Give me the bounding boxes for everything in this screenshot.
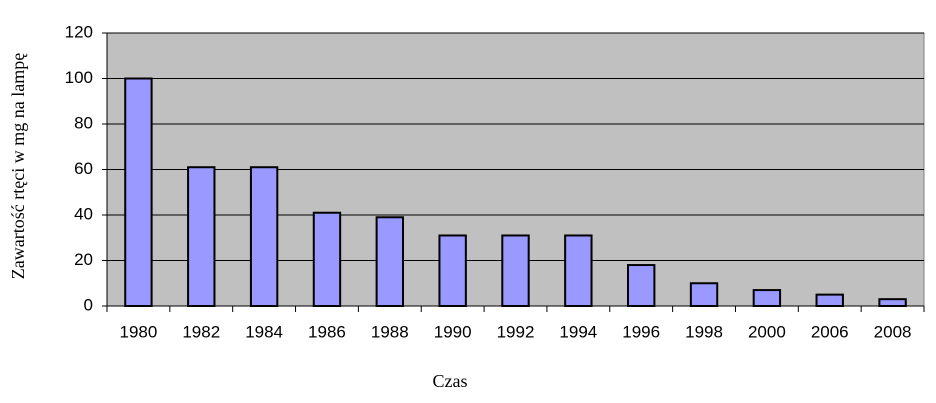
x-tick-label: 2000	[748, 322, 786, 341]
x-tick-label: 1990	[434, 322, 472, 341]
bar	[878, 298, 907, 307]
x-tick-label: 1994	[559, 322, 597, 341]
bar	[564, 234, 593, 308]
x-tick-label: 1986	[308, 322, 346, 341]
x-tick-label: 1980	[120, 322, 158, 341]
x-tick-label: 2008	[874, 322, 912, 341]
y-axis-label: Zawartość rtęci w mg na lampę	[8, 53, 28, 279]
bar	[187, 166, 216, 307]
y-tick-label: 120	[65, 22, 93, 41]
x-tick-label: 1996	[622, 322, 660, 341]
bar	[752, 289, 782, 308]
x-tick-label: 1988	[371, 322, 409, 341]
y-tick-label: 80	[74, 113, 93, 132]
x-tick-label: 1992	[497, 322, 535, 341]
y-tick-label: 40	[74, 204, 93, 223]
y-tick-label: 100	[65, 68, 93, 87]
bar	[626, 264, 656, 307]
bar	[375, 216, 405, 307]
bar	[501, 234, 530, 308]
bar	[124, 77, 153, 307]
x-tick-label: 2006	[811, 322, 849, 341]
y-tick-label: 20	[74, 250, 93, 269]
x-tick-label: 1984	[245, 322, 283, 341]
bar	[312, 211, 342, 308]
bar	[815, 293, 844, 307]
bar	[249, 166, 279, 307]
y-tick-label: 60	[74, 159, 93, 178]
bar	[689, 282, 719, 307]
bar	[438, 234, 467, 308]
x-axis-label: Czas	[433, 371, 468, 391]
x-tick-label: 1982	[182, 322, 220, 341]
x-tick-label: 1998	[685, 322, 723, 341]
y-tick-label: 0	[84, 295, 93, 314]
